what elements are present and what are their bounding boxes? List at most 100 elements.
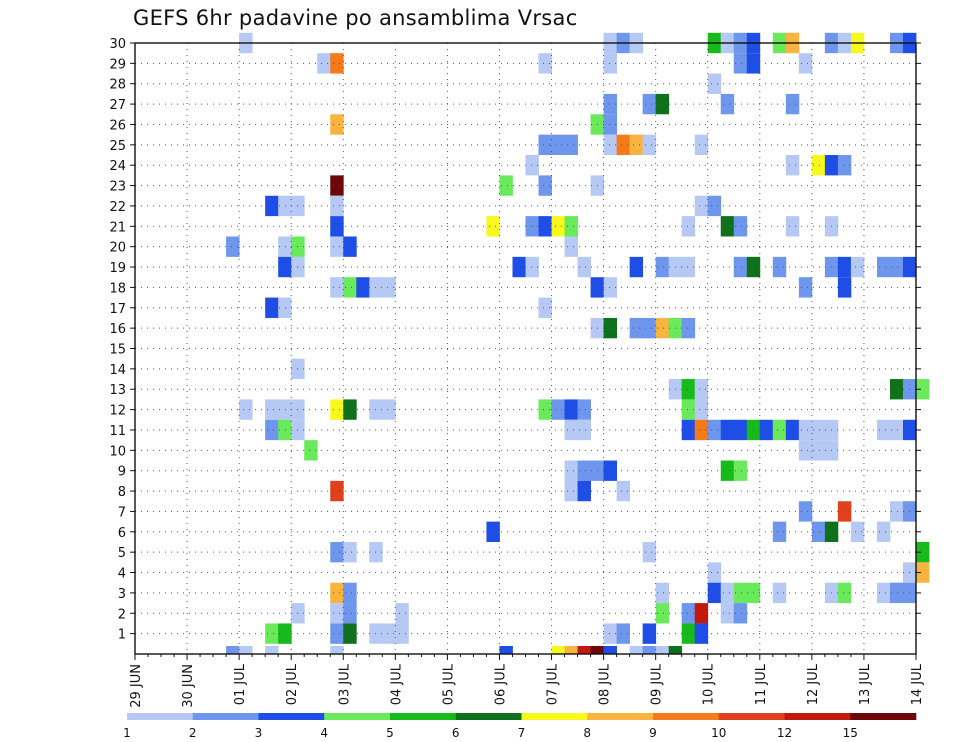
heatmap-cell bbox=[603, 134, 618, 156]
y-tick-label: 10 bbox=[109, 444, 126, 459]
heatmap-cell bbox=[330, 53, 344, 74]
heatmap-cell bbox=[707, 419, 722, 441]
heatmap-cell bbox=[499, 175, 513, 196]
heatmap-cell bbox=[681, 603, 696, 624]
heatmap-cell bbox=[525, 155, 539, 176]
x-tick-label: 07 JUL bbox=[546, 663, 561, 705]
heatmap-cell bbox=[916, 562, 930, 583]
y-tick-label: 2 bbox=[118, 607, 126, 622]
y-tick-label: 25 bbox=[109, 139, 126, 154]
y-tick-label: 17 bbox=[109, 302, 126, 317]
heatmap-cell bbox=[525, 256, 539, 278]
heatmap-cell bbox=[330, 541, 344, 563]
x-tick-label: 03 JUL bbox=[337, 663, 352, 705]
heatmap-cell bbox=[876, 256, 891, 278]
y-tick-label: 4 bbox=[118, 567, 126, 582]
heatmap-cell bbox=[564, 646, 578, 654]
heatmap-cell bbox=[707, 73, 722, 94]
chart-title: GEFS 6hr padavine po ansamblima Vrsac bbox=[133, 6, 578, 30]
y-tick-label: 22 bbox=[109, 200, 126, 215]
heatmap-cell bbox=[278, 297, 292, 318]
heatmap-cell bbox=[551, 134, 565, 156]
heatmap-cell bbox=[720, 582, 735, 604]
y-tick-label: 23 bbox=[109, 180, 126, 195]
heatmap-cell bbox=[538, 175, 552, 196]
heatmap-cell bbox=[603, 277, 618, 298]
heatmap-cell bbox=[785, 419, 800, 441]
heatmap-cell bbox=[486, 216, 500, 237]
y-tick-label: 24 bbox=[109, 159, 126, 174]
heatmap-cell bbox=[343, 603, 357, 624]
heatmap-cell bbox=[577, 256, 591, 278]
y-tick-label: 21 bbox=[109, 220, 126, 235]
heatmap-cell bbox=[265, 297, 279, 318]
colorbar-swatch bbox=[850, 713, 917, 720]
heatmap-cell bbox=[811, 521, 826, 542]
heatmap-cell bbox=[538, 216, 552, 237]
heatmap-cell bbox=[837, 155, 852, 176]
heatmap-cell bbox=[265, 419, 279, 441]
heatmap-cell bbox=[889, 379, 904, 400]
colorbar-swatch bbox=[653, 713, 720, 720]
heatmap-cell bbox=[733, 460, 748, 481]
heatmap-cell bbox=[772, 256, 787, 278]
heatmap-cell bbox=[330, 623, 344, 644]
heatmap-cell bbox=[343, 277, 357, 298]
heatmap-cell bbox=[707, 582, 722, 604]
y-tick-label: 6 bbox=[118, 526, 126, 541]
heatmap-cell bbox=[772, 582, 787, 604]
heatmap-cell bbox=[681, 216, 696, 237]
y-tick-label: 16 bbox=[109, 322, 126, 337]
heatmap-cell bbox=[681, 317, 696, 339]
heatmap-cell bbox=[603, 53, 618, 74]
heatmap-cell bbox=[889, 501, 904, 522]
heatmap-cell bbox=[330, 114, 344, 135]
heatmap-cell bbox=[655, 582, 670, 604]
x-tick-label: 01 JUL bbox=[233, 663, 248, 705]
colorbar-swatch bbox=[390, 713, 457, 720]
heatmap-cell bbox=[616, 134, 631, 156]
heatmap-cell bbox=[668, 646, 683, 654]
heatmap-cell bbox=[772, 419, 787, 441]
heatmap-cell bbox=[564, 399, 578, 420]
heatmap-cell bbox=[382, 277, 396, 298]
grid-layer bbox=[135, 42, 916, 654]
heatmap-cell bbox=[577, 460, 591, 481]
colorbar-swatch bbox=[718, 713, 785, 720]
heatmap-cell bbox=[278, 195, 292, 217]
heatmap-cell bbox=[629, 317, 644, 339]
x-tick-label: 08 JUL bbox=[598, 663, 613, 705]
heatmap-cell bbox=[772, 521, 787, 542]
heatmap-cell bbox=[681, 623, 696, 644]
y-tick-label: 13 bbox=[109, 383, 126, 398]
heatmap-cell bbox=[733, 53, 748, 74]
heatmap-cell bbox=[369, 277, 383, 298]
heatmap-cell bbox=[733, 603, 748, 624]
heatmap-cell bbox=[642, 541, 657, 563]
heatmap-cell bbox=[577, 419, 591, 441]
heatmap-cell bbox=[525, 216, 539, 237]
heatmap-cell bbox=[603, 460, 618, 481]
heatmap-cell bbox=[356, 277, 370, 298]
heatmap-cell bbox=[564, 236, 578, 257]
y-tick-label: 15 bbox=[109, 343, 126, 358]
x-tick-label: 06 JUL bbox=[493, 663, 508, 705]
x-tick-label: 29 JUN bbox=[129, 664, 144, 708]
heatmap-cell bbox=[382, 623, 396, 644]
y-tick-label: 1 bbox=[118, 628, 126, 643]
heatmap-cell bbox=[551, 399, 565, 420]
heatmap-cell bbox=[655, 93, 670, 115]
heatmap-cell bbox=[369, 541, 383, 563]
heatmap-cell bbox=[265, 623, 279, 644]
colorbar-swatch bbox=[587, 713, 654, 720]
y-axis: 1234567891011121314151617181920212223242… bbox=[109, 37, 921, 643]
cell-layer bbox=[226, 32, 930, 654]
heatmap-cell bbox=[616, 480, 631, 502]
colorbar-label: 7 bbox=[518, 726, 526, 740]
colorbar-label: 12 bbox=[777, 726, 792, 740]
colorbar-swatch bbox=[324, 713, 391, 720]
colorbar-swatch bbox=[784, 713, 851, 720]
heatmap-cell bbox=[395, 603, 409, 624]
y-tick-label: 30 bbox=[109, 37, 126, 52]
heatmap-cell bbox=[694, 603, 709, 624]
